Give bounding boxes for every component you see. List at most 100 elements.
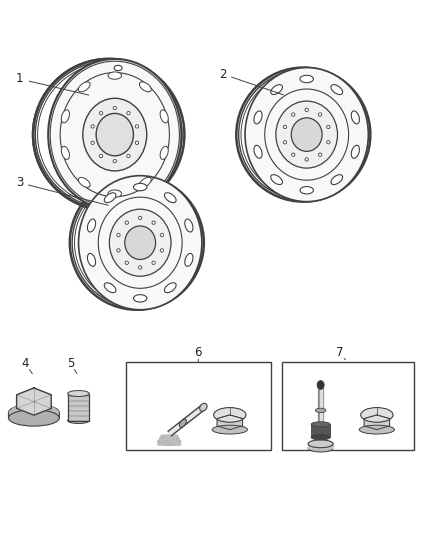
Circle shape xyxy=(99,155,103,158)
Ellipse shape xyxy=(185,219,193,232)
Ellipse shape xyxy=(61,146,70,159)
Text: 7: 7 xyxy=(336,346,343,359)
Text: 5: 5 xyxy=(67,357,74,370)
Ellipse shape xyxy=(114,66,122,71)
Ellipse shape xyxy=(300,187,313,194)
Ellipse shape xyxy=(61,110,70,123)
Text: 2: 2 xyxy=(219,68,226,80)
Bar xyxy=(67,393,89,421)
Ellipse shape xyxy=(164,283,176,293)
Text: 3: 3 xyxy=(16,176,23,190)
Ellipse shape xyxy=(351,111,360,124)
Ellipse shape xyxy=(276,101,338,168)
Ellipse shape xyxy=(271,85,283,94)
Ellipse shape xyxy=(104,283,116,293)
Ellipse shape xyxy=(200,403,207,411)
Ellipse shape xyxy=(104,193,116,203)
Circle shape xyxy=(91,141,94,144)
Circle shape xyxy=(117,233,120,237)
Circle shape xyxy=(138,266,142,269)
Ellipse shape xyxy=(359,425,395,434)
Ellipse shape xyxy=(8,405,59,421)
Circle shape xyxy=(138,216,142,220)
Circle shape xyxy=(113,159,117,163)
Text: 1: 1 xyxy=(16,72,23,85)
Bar xyxy=(282,361,413,450)
Ellipse shape xyxy=(300,75,313,83)
Polygon shape xyxy=(158,435,180,445)
Ellipse shape xyxy=(78,177,90,187)
Circle shape xyxy=(152,221,155,224)
Ellipse shape xyxy=(245,68,368,201)
Ellipse shape xyxy=(360,408,393,422)
Ellipse shape xyxy=(67,417,89,424)
Ellipse shape xyxy=(308,440,333,448)
Ellipse shape xyxy=(315,408,326,413)
Circle shape xyxy=(125,221,128,224)
Ellipse shape xyxy=(164,193,176,203)
Ellipse shape xyxy=(179,419,187,427)
Ellipse shape xyxy=(67,391,89,397)
Ellipse shape xyxy=(134,295,147,302)
Circle shape xyxy=(305,158,308,161)
Polygon shape xyxy=(17,388,51,415)
Ellipse shape xyxy=(88,253,95,266)
Ellipse shape xyxy=(311,435,330,440)
Ellipse shape xyxy=(311,422,330,427)
Circle shape xyxy=(127,111,130,115)
Ellipse shape xyxy=(214,408,246,422)
Ellipse shape xyxy=(110,209,171,276)
Circle shape xyxy=(152,261,155,264)
Ellipse shape xyxy=(160,146,168,159)
Ellipse shape xyxy=(108,190,122,197)
Ellipse shape xyxy=(160,110,168,123)
Polygon shape xyxy=(8,408,59,418)
Circle shape xyxy=(318,153,322,156)
Ellipse shape xyxy=(139,82,151,92)
Ellipse shape xyxy=(158,438,180,445)
Circle shape xyxy=(99,111,103,115)
Ellipse shape xyxy=(291,118,322,151)
Ellipse shape xyxy=(96,114,134,156)
Ellipse shape xyxy=(254,111,262,124)
Ellipse shape xyxy=(134,183,147,191)
Circle shape xyxy=(327,141,330,144)
Circle shape xyxy=(327,125,330,128)
Circle shape xyxy=(292,113,295,116)
Ellipse shape xyxy=(308,444,333,452)
Ellipse shape xyxy=(83,98,147,171)
Circle shape xyxy=(127,155,130,158)
Ellipse shape xyxy=(78,176,202,310)
Circle shape xyxy=(135,125,138,128)
Circle shape xyxy=(117,249,120,252)
Circle shape xyxy=(283,141,286,144)
Ellipse shape xyxy=(212,425,247,434)
Circle shape xyxy=(283,125,286,128)
Circle shape xyxy=(91,125,94,128)
Polygon shape xyxy=(217,415,243,430)
Ellipse shape xyxy=(317,381,324,389)
Ellipse shape xyxy=(185,253,193,266)
Bar xyxy=(311,424,330,437)
Ellipse shape xyxy=(8,410,59,426)
Ellipse shape xyxy=(331,175,343,184)
Polygon shape xyxy=(364,415,389,430)
Circle shape xyxy=(125,261,128,264)
Ellipse shape xyxy=(139,177,151,187)
Circle shape xyxy=(318,113,322,116)
Ellipse shape xyxy=(108,72,122,79)
Circle shape xyxy=(292,153,295,156)
Ellipse shape xyxy=(78,82,90,92)
Ellipse shape xyxy=(125,226,155,260)
Text: 4: 4 xyxy=(21,357,28,370)
Ellipse shape xyxy=(331,85,343,94)
Circle shape xyxy=(160,233,163,237)
Ellipse shape xyxy=(351,146,360,158)
Ellipse shape xyxy=(88,219,95,232)
Ellipse shape xyxy=(271,175,283,184)
Circle shape xyxy=(305,108,308,111)
Polygon shape xyxy=(308,444,333,448)
Text: 6: 6 xyxy=(194,346,202,359)
Circle shape xyxy=(135,141,138,144)
Bar xyxy=(126,361,271,450)
